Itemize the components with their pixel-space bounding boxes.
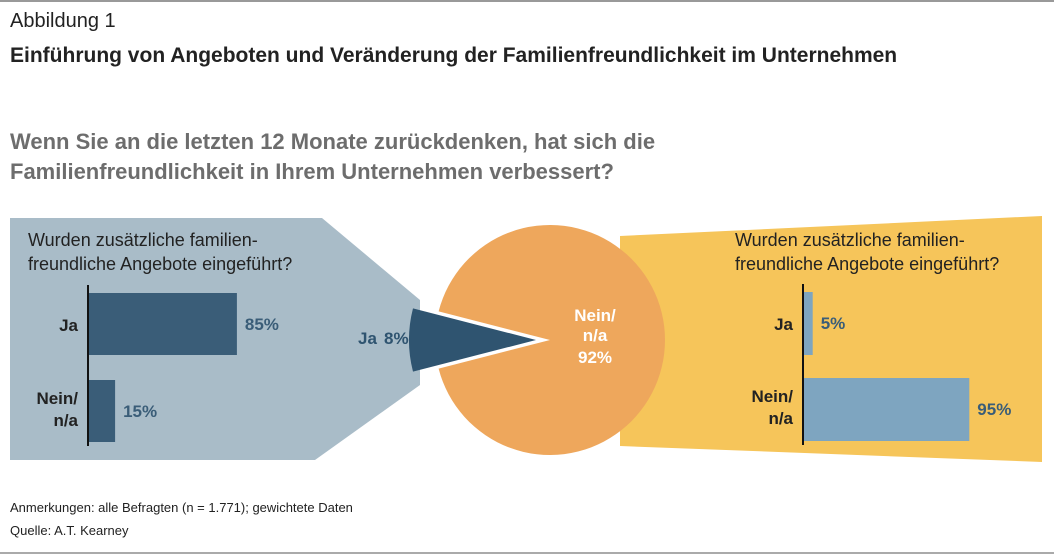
note: Anmerkungen: alle Befragten (n = 1.771);…	[10, 500, 353, 515]
bar	[804, 378, 970, 441]
bar-value-label: 85%	[244, 315, 279, 334]
figure-title: Einführung von Angeboten und Veränderung…	[10, 44, 898, 67]
pie-slice	[438, 224, 665, 455]
bar	[89, 380, 116, 442]
pie-value-label: 8%	[384, 329, 409, 348]
source: Quelle: A.T. Kearney	[10, 523, 129, 538]
bar-category-label: Ja	[59, 316, 78, 335]
bar	[804, 292, 813, 355]
bar-category-label: Nein/ n/a	[751, 387, 793, 428]
bar	[89, 293, 237, 355]
figure-label: Abbildung 1	[10, 10, 116, 32]
bar-category-label: Ja	[774, 315, 793, 334]
pie-value-label: 92%	[577, 348, 613, 367]
pie-slice	[408, 308, 536, 372]
bar-value-label: 5%	[820, 314, 846, 333]
bar-category-label: Nein/ n/a	[36, 389, 78, 430]
right-bar-title: Wurden zusätzliche familien- freundliche…	[735, 230, 1000, 274]
left-bar-title: Wurden zusätzliche familien- freundliche…	[28, 230, 293, 274]
pie-category-label: Ja	[358, 329, 377, 348]
pie-title: Wenn Sie an die letzten 12 Monate zurück…	[10, 129, 656, 184]
bar-value-label: 95%	[977, 400, 1012, 419]
bar-value-label: 15%	[123, 402, 158, 421]
pie-category-label: Nein/ n/a	[574, 306, 616, 345]
